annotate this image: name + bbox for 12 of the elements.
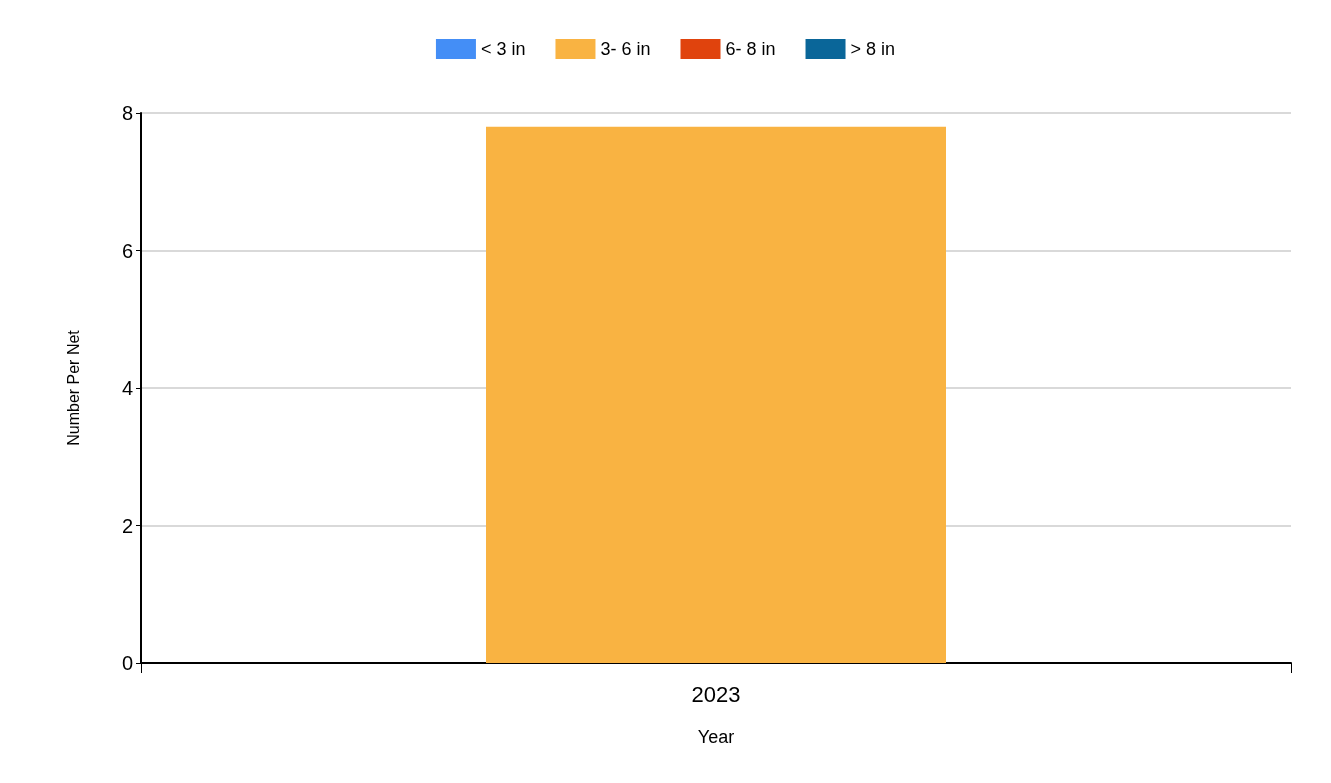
- legend-label: < 3 in: [480, 39, 526, 59]
- y-axis-title: Number Per Net: [64, 329, 82, 446]
- y-tick-label: 2: [121, 514, 133, 537]
- x-axis-title: Year: [697, 727, 735, 747]
- y-tick-label: 4: [121, 377, 133, 399]
- y-tick-label: 8: [121, 102, 133, 124]
- y-tick-label: 0: [121, 652, 133, 674]
- legend-label: 6- 8 in: [725, 39, 776, 59]
- legend-label: > 8 in: [850, 39, 896, 59]
- legend-label: 3- 6 in: [600, 39, 651, 59]
- y-tick-label: 6: [121, 239, 133, 262]
- x-tick-label: 2023: [691, 681, 741, 707]
